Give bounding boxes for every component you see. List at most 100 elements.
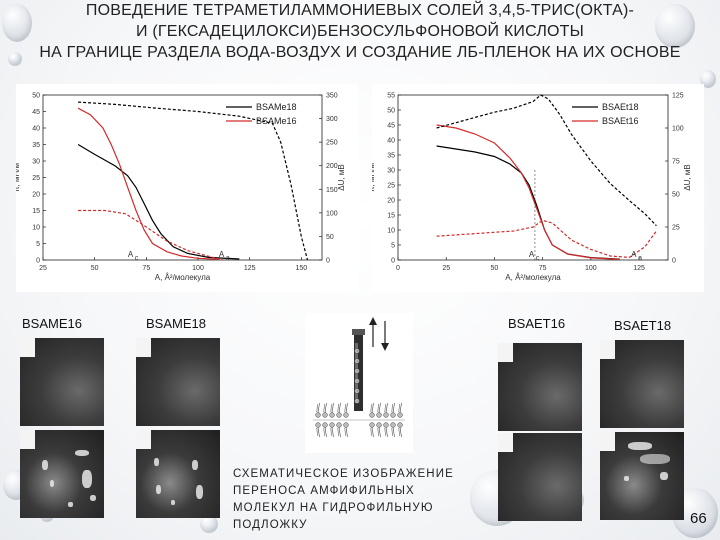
molecule-tail xyxy=(330,403,332,413)
y2-tick-label: 25 xyxy=(672,225,680,232)
area-annotation-subscript: c xyxy=(536,255,540,262)
y-tick-label: 45 xyxy=(387,123,395,130)
y2-tick-label: 150 xyxy=(326,187,338,194)
molecule-tail xyxy=(344,403,346,413)
y2-tick-label: 100 xyxy=(672,126,684,133)
area-annotation-subscript: a xyxy=(226,255,230,262)
molecule-head xyxy=(343,422,349,428)
molecule-tail xyxy=(377,403,379,413)
micrograph-bsame18-bottom xyxy=(136,430,220,518)
y2-axis-label: ΔU, мВ xyxy=(337,164,346,190)
y-axis-label: π, мН/м xyxy=(16,163,21,192)
lb-transfer-diagram xyxy=(313,317,405,438)
title-line: И (ГЕКСАДЕЦИЛОКСИ)БЕНЗОСУЛЬФОНОВОЙ КИСЛО… xyxy=(135,23,585,40)
y-tick-label: 35 xyxy=(387,153,395,160)
y2-tick-label: 300 xyxy=(326,116,338,123)
molecule-tail xyxy=(370,427,372,437)
molecule-tail xyxy=(399,427,402,438)
molecule-head xyxy=(343,412,349,418)
y2-tick-label: 250 xyxy=(326,140,338,147)
y-tick-label: 30 xyxy=(387,168,395,175)
x-tick-label: 25 xyxy=(442,265,450,272)
y2-tick-label: 350 xyxy=(326,93,338,100)
y-tick-label: 40 xyxy=(32,126,40,133)
molecule-head xyxy=(390,422,396,428)
molecule-tail xyxy=(316,403,318,413)
y-tick-label: 55 xyxy=(387,93,395,100)
y-tick-label: 0 xyxy=(391,258,395,265)
water-drop-decoration xyxy=(655,4,695,48)
y2-tick-label: 50 xyxy=(326,234,334,241)
y-tick-label: 20 xyxy=(32,192,40,199)
molecule-head xyxy=(329,422,335,428)
molecule-tail xyxy=(337,403,339,413)
molecule-tail xyxy=(377,427,379,437)
molecule-head xyxy=(383,412,389,418)
micrograph-bsaet16-bottom xyxy=(498,433,582,521)
x-tick-label: 100 xyxy=(585,265,597,272)
molecule-tail xyxy=(370,403,372,413)
molecule-head xyxy=(354,388,360,394)
y-tick-label: 10 xyxy=(387,228,395,235)
x-tick-label: 150 xyxy=(295,265,307,272)
molecule-head xyxy=(329,412,335,418)
molecule-head xyxy=(376,412,382,418)
molecule-tail xyxy=(385,427,388,438)
molecule-head xyxy=(354,358,360,364)
molecule-head xyxy=(315,422,321,428)
x-tick-label: 125 xyxy=(244,265,256,272)
water-drop-decoration xyxy=(8,52,22,66)
schematic-caption: СХЕМАТИЧЕСКОЕ ИЗОБРАЖЕНИЕ ПЕРЕНОСА АМФИФ… xyxy=(233,466,454,534)
y2-tick-label: 125 xyxy=(672,93,684,100)
molecule-head xyxy=(376,422,382,428)
series-line xyxy=(77,107,219,260)
y2-tick-label: 200 xyxy=(326,163,338,170)
area-annotation-subscript: c xyxy=(135,255,139,262)
molecule-tail xyxy=(324,427,327,438)
molecule-tail xyxy=(398,427,400,437)
molecule-tail xyxy=(316,427,318,437)
area-annotation: A xyxy=(529,250,535,259)
x-tick-label: 50 xyxy=(491,265,499,272)
legend-label: BSAEt18 xyxy=(602,102,639,112)
caption-line: МОЛЕКУЛ НА ГИДРОФИЛЬНУЮ xyxy=(233,502,434,514)
molecule-tail xyxy=(330,427,332,437)
molecule-tail xyxy=(384,403,386,413)
molecule-tail xyxy=(385,402,388,413)
micrograph-bsame16-bottom xyxy=(20,430,104,518)
molecule-head xyxy=(354,398,360,404)
molecule-tail xyxy=(323,403,325,413)
y-tick-label: 0 xyxy=(36,258,40,265)
molecule-head xyxy=(354,378,360,384)
x-tick-label: 50 xyxy=(91,265,99,272)
y2-tick-label: 75 xyxy=(672,159,680,166)
y2-tick-label: 0 xyxy=(326,258,330,265)
x-tick-label: 0 xyxy=(396,265,400,272)
molecule-tail xyxy=(337,427,339,437)
area-annotation-subscript: a xyxy=(638,255,642,262)
molecule-tail xyxy=(371,427,374,438)
x-tick-label: 100 xyxy=(192,265,204,272)
legend-label: BSAMe18 xyxy=(256,102,297,112)
sample-label-bsame18: BSAME18 xyxy=(146,316,206,331)
y-tick-label: 40 xyxy=(387,138,395,145)
y-tick-label: 25 xyxy=(387,183,395,190)
series-line xyxy=(78,209,223,261)
x-tick-label: 25 xyxy=(39,265,47,272)
molecule-head xyxy=(354,368,360,374)
molecule-tail xyxy=(384,427,386,437)
molecule-tail xyxy=(317,402,320,413)
chart-svg: 25 50 75 100 125 150 0 5 10 15 20 25 30 35 40 45 50 0 50 10… xyxy=(16,93,346,283)
molecule-head xyxy=(336,422,342,428)
sample-label-bsaet18: BSAET18 xyxy=(614,318,672,333)
micrograph-bsaet16-top xyxy=(498,343,582,431)
water-drop-decoration xyxy=(200,515,218,533)
molecule-tail xyxy=(324,402,327,413)
molecule-head xyxy=(383,422,389,428)
molecule-tail xyxy=(338,402,341,413)
molecule-head xyxy=(336,412,342,418)
molecule-tail xyxy=(399,402,402,413)
y-tick-label: 50 xyxy=(387,108,395,115)
series-line xyxy=(436,94,657,227)
y-tick-label: 15 xyxy=(387,213,395,220)
